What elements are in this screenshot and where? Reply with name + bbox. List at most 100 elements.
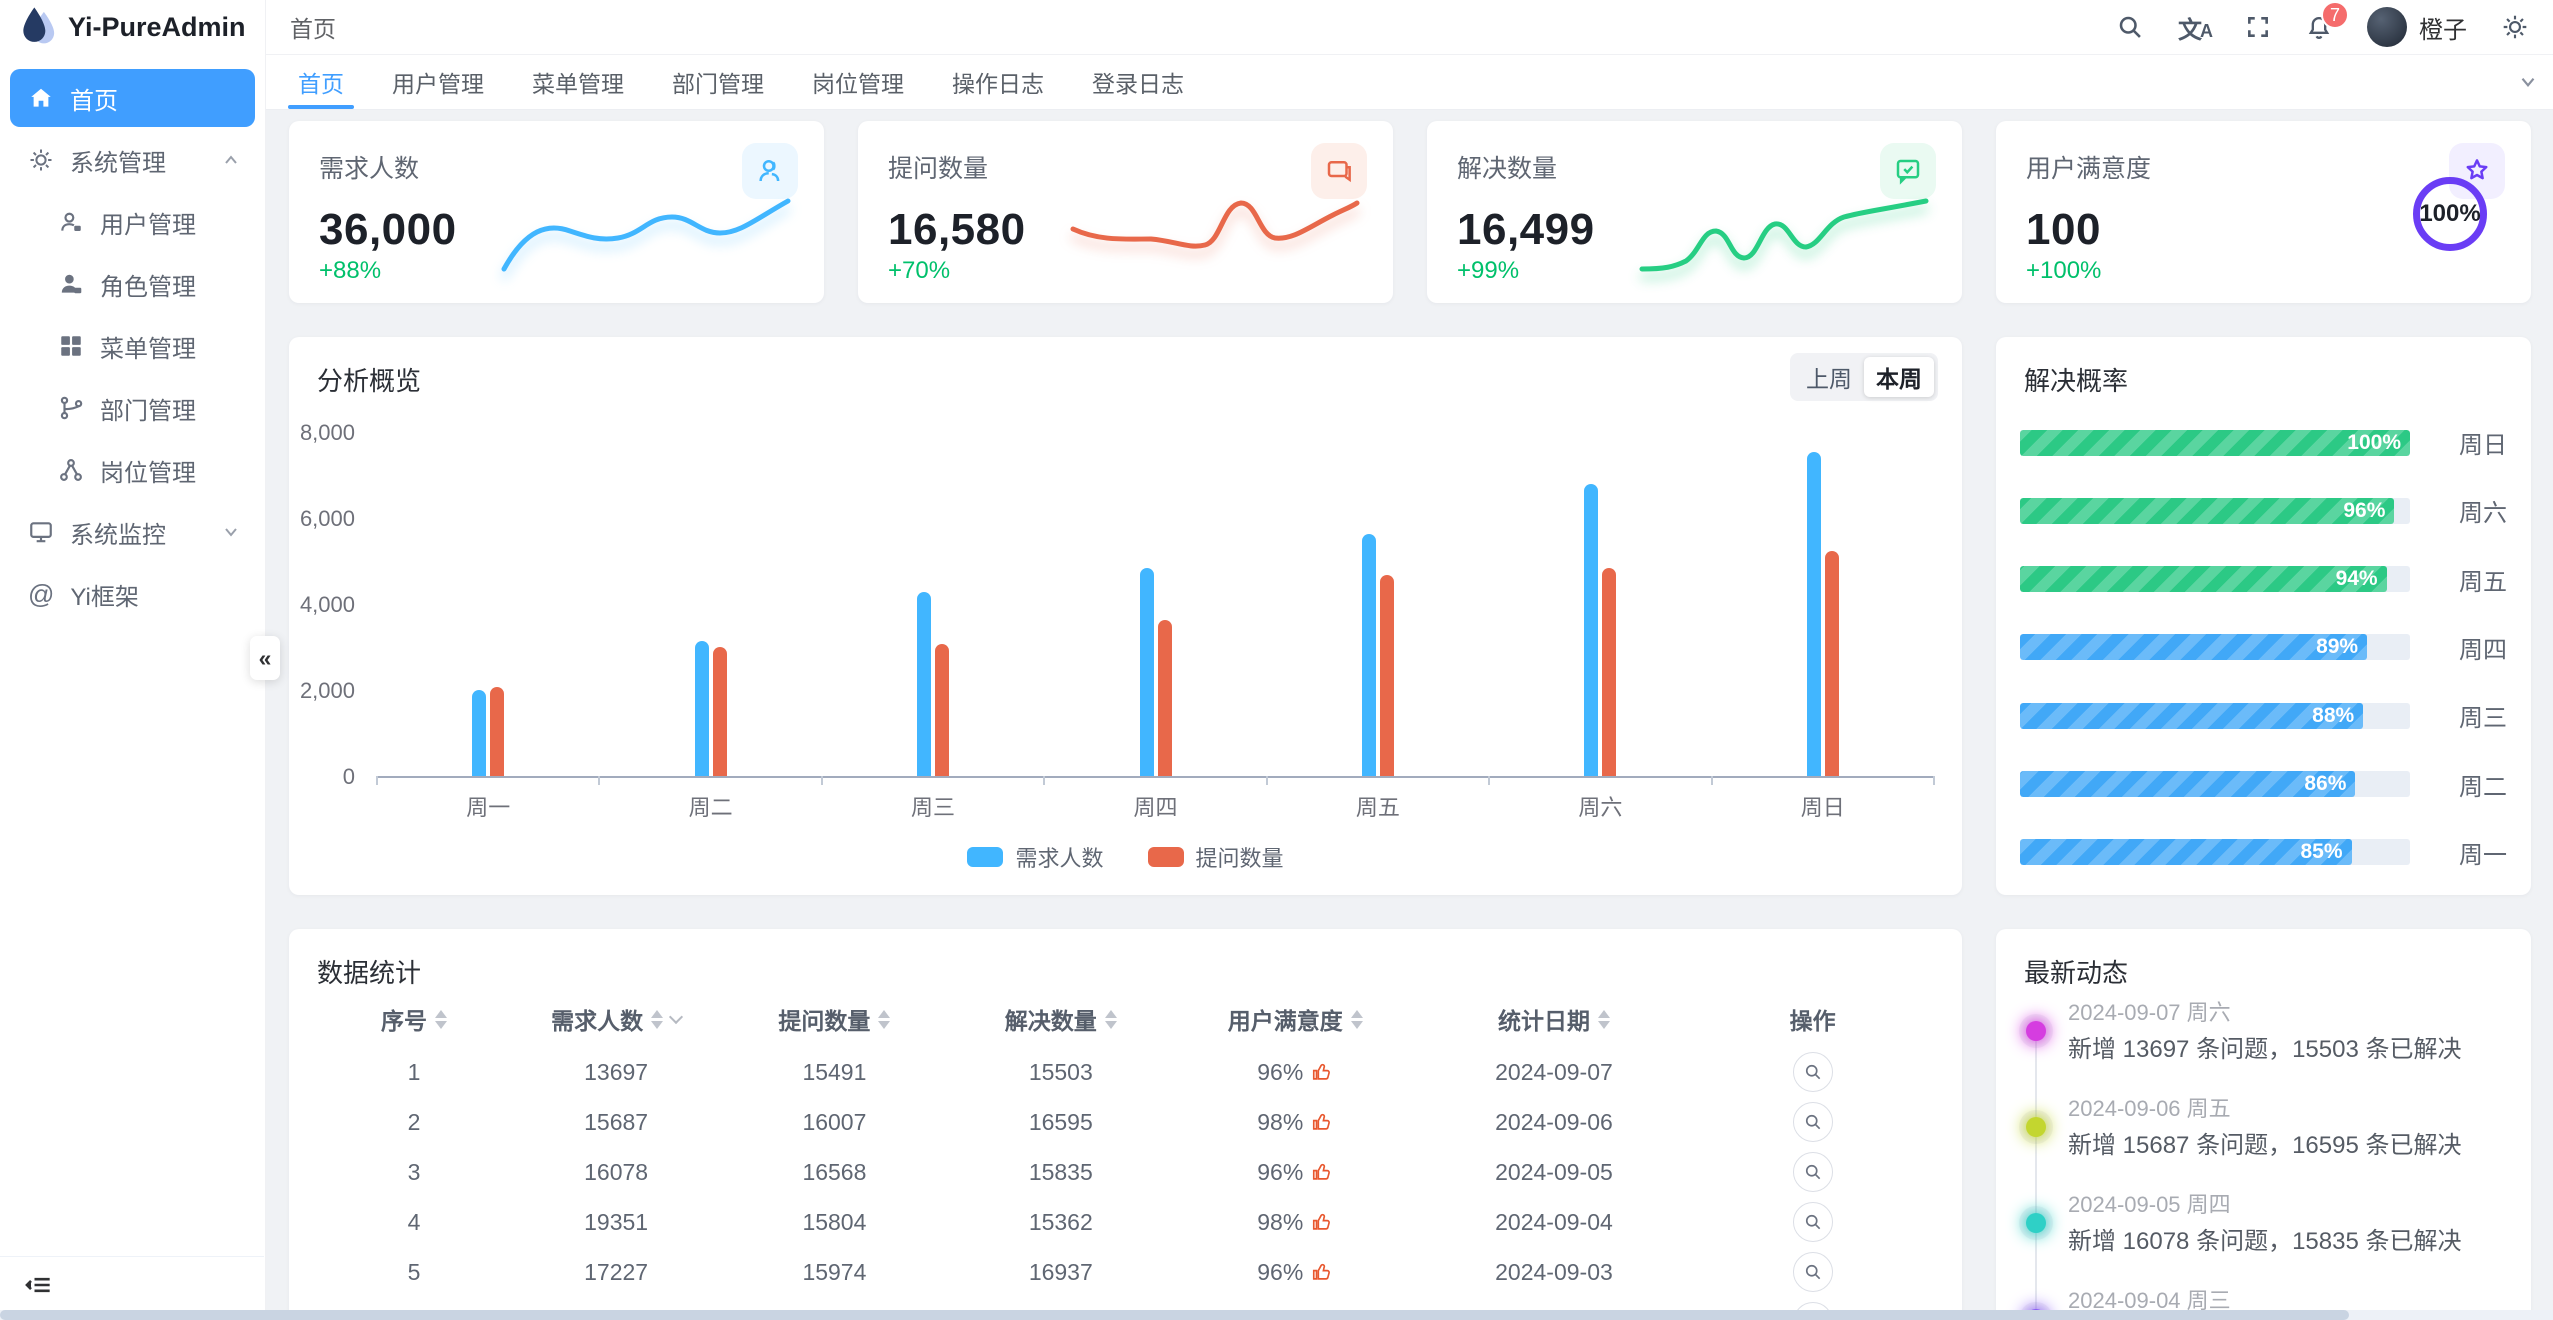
horizontal-scrollbar-thumb[interactable] (0, 1310, 2349, 1320)
filter-chevron-icon[interactable] (669, 1009, 684, 1025)
sidebar-item-dept-mgmt[interactable]: 部门管理 (10, 379, 255, 437)
sort-icon[interactable] (1597, 1009, 1610, 1029)
row-view-button[interactable] (1792, 1202, 1833, 1242)
sidebar-collapse-handle[interactable]: « (250, 636, 280, 680)
timeline-line (2035, 1021, 2037, 1320)
progress-track: 86% (2020, 771, 2410, 798)
sidebar-item-role-mgmt[interactable]: 角色管理 (10, 255, 255, 313)
bar-chart-yaxis: 8,000 6,000 4,000 2,000 0 (289, 420, 363, 790)
sidebar-item-yi-framework[interactable]: @ Yi框架 (10, 565, 255, 623)
user-icon (742, 143, 798, 199)
col-header-date[interactable]: 统计日期 (1417, 1002, 1692, 1036)
user-menu[interactable]: 橙子 (2367, 7, 2467, 47)
cell-index: 2 (407, 1108, 421, 1135)
row-view-button[interactable] (1792, 1102, 1833, 1142)
bar-group[interactable] (1806, 433, 1839, 776)
table-row: 1 13697 15491 15503 96% 2024-09-07 (317, 1047, 1934, 1097)
app-logo[interactable]: Yi-PureAdmin (0, 0, 265, 55)
sidebar-item-post-mgmt[interactable]: 岗位管理 (10, 441, 255, 499)
toggle-this-week[interactable]: 本周 (1864, 357, 1934, 397)
sidebar-item-label: 部门管理 (100, 397, 196, 425)
sort-icon[interactable] (1104, 1009, 1117, 1029)
page-tab[interactable]: 菜单管理 (532, 71, 624, 97)
sidebar-item-home[interactable]: 首页 (10, 69, 255, 127)
sidebar-item-label: 岗位管理 (100, 459, 196, 487)
thumbs-up-icon (1311, 1111, 1333, 1133)
x-axis-label: 周三 (911, 795, 956, 820)
legend-item[interactable]: 需求人数 (967, 841, 1104, 873)
thumbs-up-icon (1311, 1261, 1333, 1283)
settings-gear-icon[interactable] (2501, 13, 2529, 41)
sort-icon[interactable] (651, 1009, 664, 1029)
x-axis-label: 周一 (466, 795, 511, 820)
toggle-last-week[interactable]: 上周 (1806, 366, 1852, 392)
bar-group[interactable] (472, 433, 505, 776)
cell-satisfaction: 98% (1174, 1209, 1417, 1236)
row-view-button[interactable] (1792, 1252, 1833, 1292)
fullscreen-icon[interactable] (2245, 14, 2271, 40)
progress-day-label: 周五 (2459, 568, 2507, 596)
col-header-questions[interactable]: 提问数量 (721, 1002, 947, 1036)
col-header-index[interactable]: 序号 (317, 1002, 511, 1036)
page-tab[interactable]: 登录日志 (1092, 71, 1184, 97)
role-icon (58, 271, 84, 297)
stat-card-satisfaction: 用户满意度 100 +100% 100% (1996, 121, 2531, 303)
progress-day-label: 周二 (2459, 773, 2507, 801)
bar-group[interactable] (1361, 433, 1394, 776)
sidebar-item-user-mgmt[interactable]: 用户管理 (10, 193, 255, 251)
page-tab[interactable]: 岗位管理 (812, 71, 904, 97)
tabs-chevron-down-icon[interactable] (2517, 55, 2539, 109)
sort-icon[interactable] (1350, 1009, 1363, 1029)
cell-date: 2024-09-07 (1495, 1058, 1613, 1085)
page-tab[interactable]: 用户管理 (392, 71, 484, 97)
probability-row: 100% 周日 (2020, 425, 2507, 460)
x-axis-label: 周二 (688, 795, 733, 820)
cell-demand: 15687 (584, 1108, 649, 1135)
bar-group[interactable] (1139, 433, 1172, 776)
stat-delta: +100% (2026, 257, 2102, 284)
thumbs-up-icon (1311, 1161, 1333, 1183)
data-statistics-card: 数据统计 序号 需求人数 提问数量 解决数量 用户满意度 统计日期 操作 1 1… (289, 929, 1962, 1320)
app-title: Yi-PureAdmin (68, 12, 246, 42)
row-view-button[interactable] (1792, 1052, 1833, 1092)
bar-group[interactable] (1584, 433, 1617, 776)
row-view-button[interactable] (1792, 1152, 1833, 1192)
search-icon[interactable] (2116, 13, 2144, 41)
cell-date: 2024-09-03 (1495, 1258, 1613, 1285)
y-axis-label: 6,000 (299, 506, 355, 531)
cell-satisfaction: 96% (1174, 1159, 1417, 1186)
notification-bell-icon[interactable]: 7 (2305, 1, 2349, 41)
cell-questions: 16007 (802, 1108, 867, 1135)
bar-group[interactable] (917, 433, 950, 776)
sort-icon[interactable] (435, 1009, 448, 1029)
sidebar-item-system-mgmt[interactable]: 系统管理 (10, 131, 255, 189)
legend-item[interactable]: 提问数量 (1147, 841, 1284, 873)
page-tab[interactable]: 操作日志 (952, 71, 1044, 97)
horizontal-scrollbar[interactable] (0, 1310, 2553, 1320)
probability-row: 88% 周三 (2020, 698, 2507, 733)
cell-satisfaction: 96% (1174, 1259, 1417, 1286)
bar-group[interactable] (694, 433, 727, 776)
page-tab[interactable]: 部门管理 (672, 71, 764, 97)
sidebar-item-system-monitor[interactable]: 系统监控 (10, 503, 255, 561)
sort-icon[interactable] (878, 1009, 891, 1029)
menu-fold-icon[interactable] (24, 1271, 52, 1299)
col-header-satisfaction[interactable]: 用户满意度 (1174, 1002, 1417, 1036)
axis-tick (1710, 776, 1713, 785)
progress-fill: 88% (2020, 702, 2364, 729)
stat-value: 36,000 (319, 205, 457, 254)
table-row: 3 16078 16568 15835 96% 2024-09-05 (317, 1147, 1934, 1197)
latest-activity-card: 最新动态 2024-09-07 周六 新增 13697 条问题，15503 条已… (1996, 929, 2531, 1320)
bar-需求人数 (917, 591, 932, 776)
page-tab[interactable]: 首页 (274, 55, 368, 109)
cell-demand: 19351 (584, 1208, 649, 1235)
timeline-item: 2024-09-07 周六 新增 13697 条问题，15503 条已解决 (2024, 995, 2515, 1065)
col-header-demand[interactable]: 需求人数 (511, 1002, 721, 1036)
progress-fill: 100% (2020, 429, 2410, 456)
col-header-solved[interactable]: 解决数量 (948, 1002, 1174, 1036)
sidebar-item-menu-mgmt[interactable]: 菜单管理 (10, 317, 255, 375)
grid-icon (58, 333, 84, 359)
sidebar-item-label: 菜单管理 (100, 335, 196, 363)
